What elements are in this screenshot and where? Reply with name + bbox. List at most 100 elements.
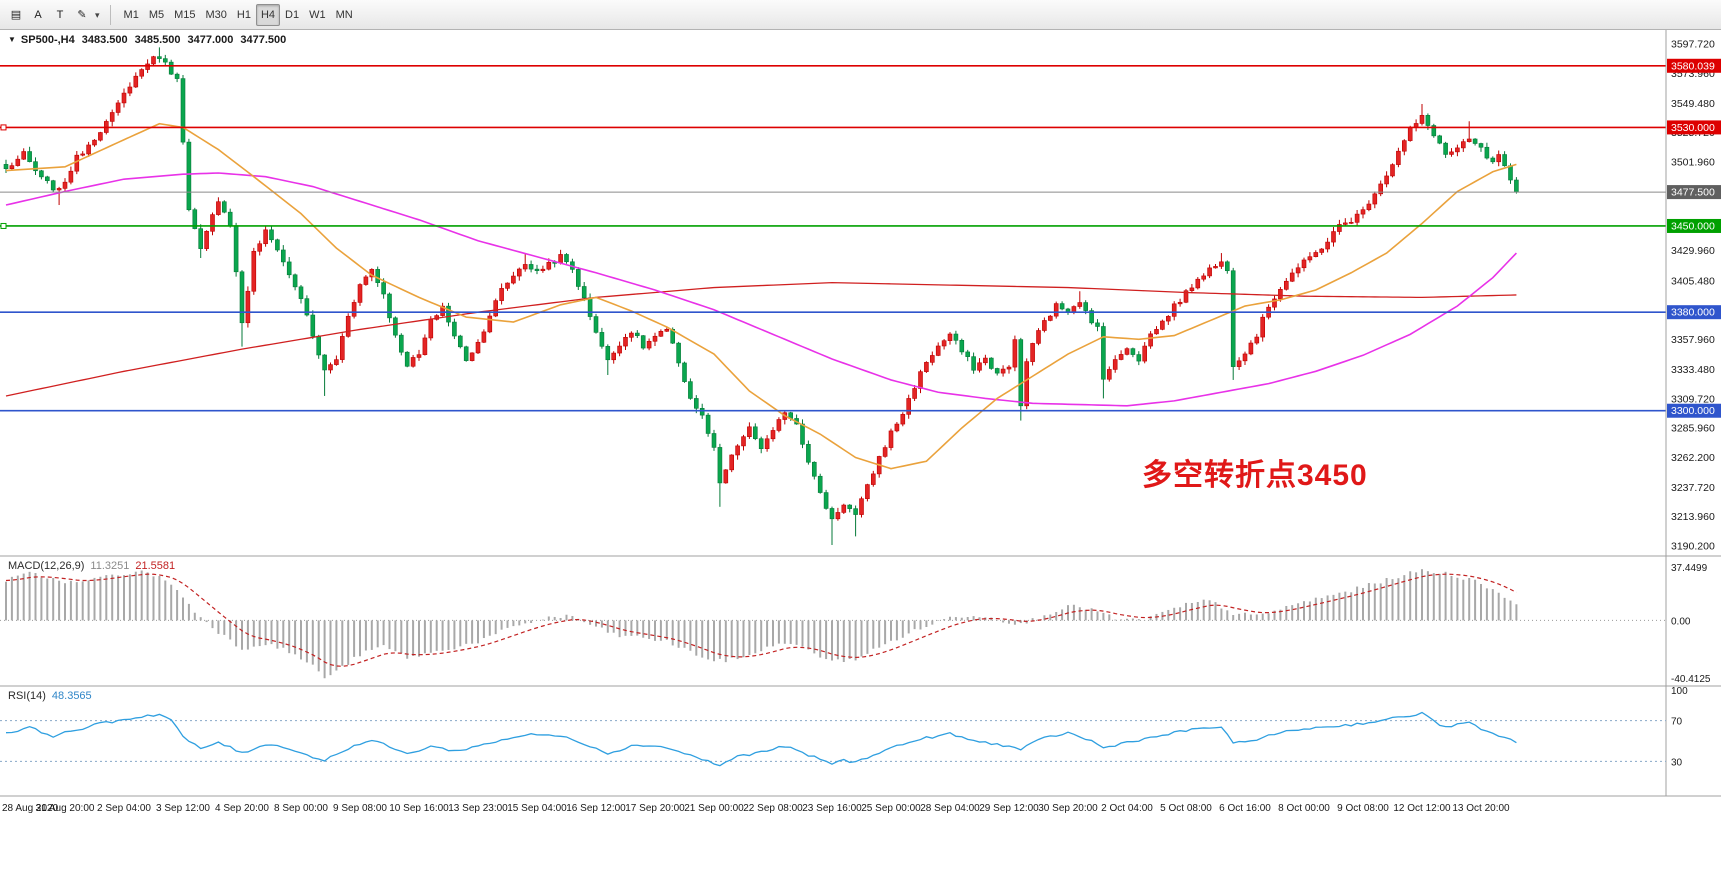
date-label[interactable]: 21 Sep 00:00 bbox=[684, 803, 744, 814]
candle bbox=[475, 341, 481, 354]
date-label[interactable]: 8 Sep 00:00 bbox=[274, 803, 328, 814]
date-label[interactable]: 13 Oct 20:00 bbox=[1452, 803, 1510, 814]
tool-text-label-button[interactable]: T bbox=[49, 4, 71, 26]
candle bbox=[1006, 366, 1012, 370]
date-label[interactable]: 15 Sep 04:00 bbox=[507, 803, 567, 814]
candle bbox=[1089, 310, 1094, 324]
date-label[interactable]: 9 Oct 08:00 bbox=[1337, 803, 1389, 814]
date-label[interactable]: 16 Sep 12:00 bbox=[566, 803, 626, 814]
date-label[interactable]: 2 Oct 04:00 bbox=[1101, 803, 1153, 814]
timeframe-m5-button[interactable]: M5 bbox=[144, 4, 169, 26]
candle bbox=[1219, 261, 1224, 267]
price-tick-label: 3333.480 bbox=[1671, 364, 1715, 376]
candle bbox=[98, 132, 103, 141]
candle bbox=[251, 250, 257, 292]
candle bbox=[640, 335, 646, 349]
date-label[interactable]: 3 Sep 12:00 bbox=[156, 803, 210, 814]
candle bbox=[1018, 339, 1024, 407]
candle bbox=[1472, 138, 1478, 144]
tool-cursor-a-button[interactable]: A bbox=[27, 4, 49, 26]
candle bbox=[1490, 157, 1496, 163]
candle bbox=[1366, 203, 1372, 210]
date-label[interactable]: 12 Oct 12:00 bbox=[1393, 803, 1451, 814]
date-label[interactable]: 5 Oct 08:00 bbox=[1160, 803, 1212, 814]
candle bbox=[239, 271, 245, 324]
candle bbox=[1118, 354, 1124, 360]
date-label[interactable]: 29 Sep 12:00 bbox=[979, 803, 1039, 814]
timeframe-m1-button[interactable]: M1 bbox=[119, 4, 144, 26]
candle bbox=[1101, 326, 1106, 380]
candle bbox=[487, 315, 493, 333]
candle bbox=[1484, 146, 1490, 159]
symbol-timeframe-label: SP500-,H4 bbox=[20, 34, 75, 46]
candle bbox=[168, 61, 174, 75]
timeframe-mn-button[interactable]: MN bbox=[331, 4, 358, 26]
candle bbox=[1378, 183, 1383, 195]
candle bbox=[1502, 154, 1507, 167]
date-label[interactable]: 28 Aug 2020 bbox=[2, 803, 59, 814]
candle bbox=[906, 398, 912, 415]
hline-handle[interactable] bbox=[0, 124, 7, 131]
candle bbox=[646, 340, 652, 349]
candle bbox=[806, 444, 811, 463]
timeframe-h4-button[interactable]: H4 bbox=[255, 3, 281, 26]
price-tick-label: 3309.720 bbox=[1671, 393, 1715, 405]
tool-chart-window-button[interactable]: ▤ bbox=[5, 3, 27, 25]
price-badge-label: 3380.000 bbox=[1671, 307, 1715, 319]
date-label[interactable]: 2 Sep 04:00 bbox=[97, 803, 151, 814]
date-label[interactable]: 8 Oct 00:00 bbox=[1278, 803, 1330, 814]
candle bbox=[1142, 345, 1147, 362]
candle bbox=[1024, 361, 1029, 407]
chart-canvas[interactable]: 3597.7203573.9603549.4803525.7203501.960… bbox=[0, 30, 1721, 895]
candle bbox=[859, 498, 864, 515]
price-badge bbox=[1667, 218, 1721, 233]
candle bbox=[1136, 354, 1142, 362]
timeframe-w1-button[interactable]: W1 bbox=[304, 4, 331, 26]
macd-indicator-header: MACD(12,26,9) 11.3251 21.5581 bbox=[8, 560, 175, 572]
date-label[interactable]: 22 Sep 08:00 bbox=[743, 803, 803, 814]
timeframe-m30-button[interactable]: M30 bbox=[201, 4, 232, 26]
macd-value: 11.3251 bbox=[90, 560, 130, 572]
rsi-scale-label: 70 bbox=[1671, 717, 1683, 728]
date-label[interactable]: 25 Sep 00:00 bbox=[861, 803, 921, 814]
date-label[interactable]: 28 Sep 04:00 bbox=[920, 803, 980, 814]
date-label[interactable]: 23 Sep 16:00 bbox=[802, 803, 862, 814]
timeframe-h1-button[interactable]: H1 bbox=[232, 4, 256, 26]
timeframe-d1-button[interactable]: D1 bbox=[280, 4, 304, 26]
candle bbox=[233, 225, 239, 273]
ma-fast-line bbox=[5, 122, 1517, 470]
candle bbox=[86, 144, 91, 155]
chart-text-annotation[interactable]: 多空转折点3450 bbox=[1142, 459, 1368, 492]
date-label[interactable]: 13 Sep 23:00 bbox=[448, 803, 508, 814]
chevron-down-icon[interactable]: ▾ bbox=[95, 9, 100, 20]
candle bbox=[664, 329, 670, 332]
toolbar-tools-group: ▤ A T ✎ ▾ bbox=[5, 3, 102, 26]
candle bbox=[27, 151, 32, 162]
date-label[interactable]: 10 Sep 16:00 bbox=[389, 803, 449, 814]
candle bbox=[1124, 348, 1130, 355]
tool-draw-button[interactable]: ✎ bbox=[71, 3, 93, 25]
candle bbox=[157, 56, 162, 59]
candle bbox=[935, 345, 941, 356]
candle bbox=[286, 261, 292, 276]
date-label[interactable]: 31 Aug 20:00 bbox=[36, 803, 95, 814]
candle bbox=[888, 430, 894, 448]
candle bbox=[15, 158, 21, 166]
date-label[interactable]: 30 Sep 20:00 bbox=[1038, 803, 1098, 814]
candle bbox=[599, 332, 605, 347]
date-label[interactable]: 4 Sep 20:00 bbox=[215, 803, 269, 814]
candle bbox=[1343, 222, 1348, 225]
date-label[interactable]: 6 Oct 16:00 bbox=[1219, 803, 1271, 814]
timeframe-m15-button[interactable]: M15 bbox=[169, 4, 200, 26]
candle bbox=[546, 262, 552, 270]
candle bbox=[263, 229, 268, 245]
candle bbox=[593, 316, 599, 333]
date-label[interactable]: 9 Sep 08:00 bbox=[333, 803, 387, 814]
candle bbox=[1095, 322, 1100, 327]
candle bbox=[127, 86, 133, 94]
collapse-triangle-icon[interactable]: ▼ bbox=[8, 35, 16, 44]
hline-handle[interactable] bbox=[0, 222, 7, 229]
candle bbox=[469, 352, 475, 361]
date-label[interactable]: 17 Sep 20:00 bbox=[625, 803, 685, 814]
price-badge bbox=[1667, 185, 1721, 200]
